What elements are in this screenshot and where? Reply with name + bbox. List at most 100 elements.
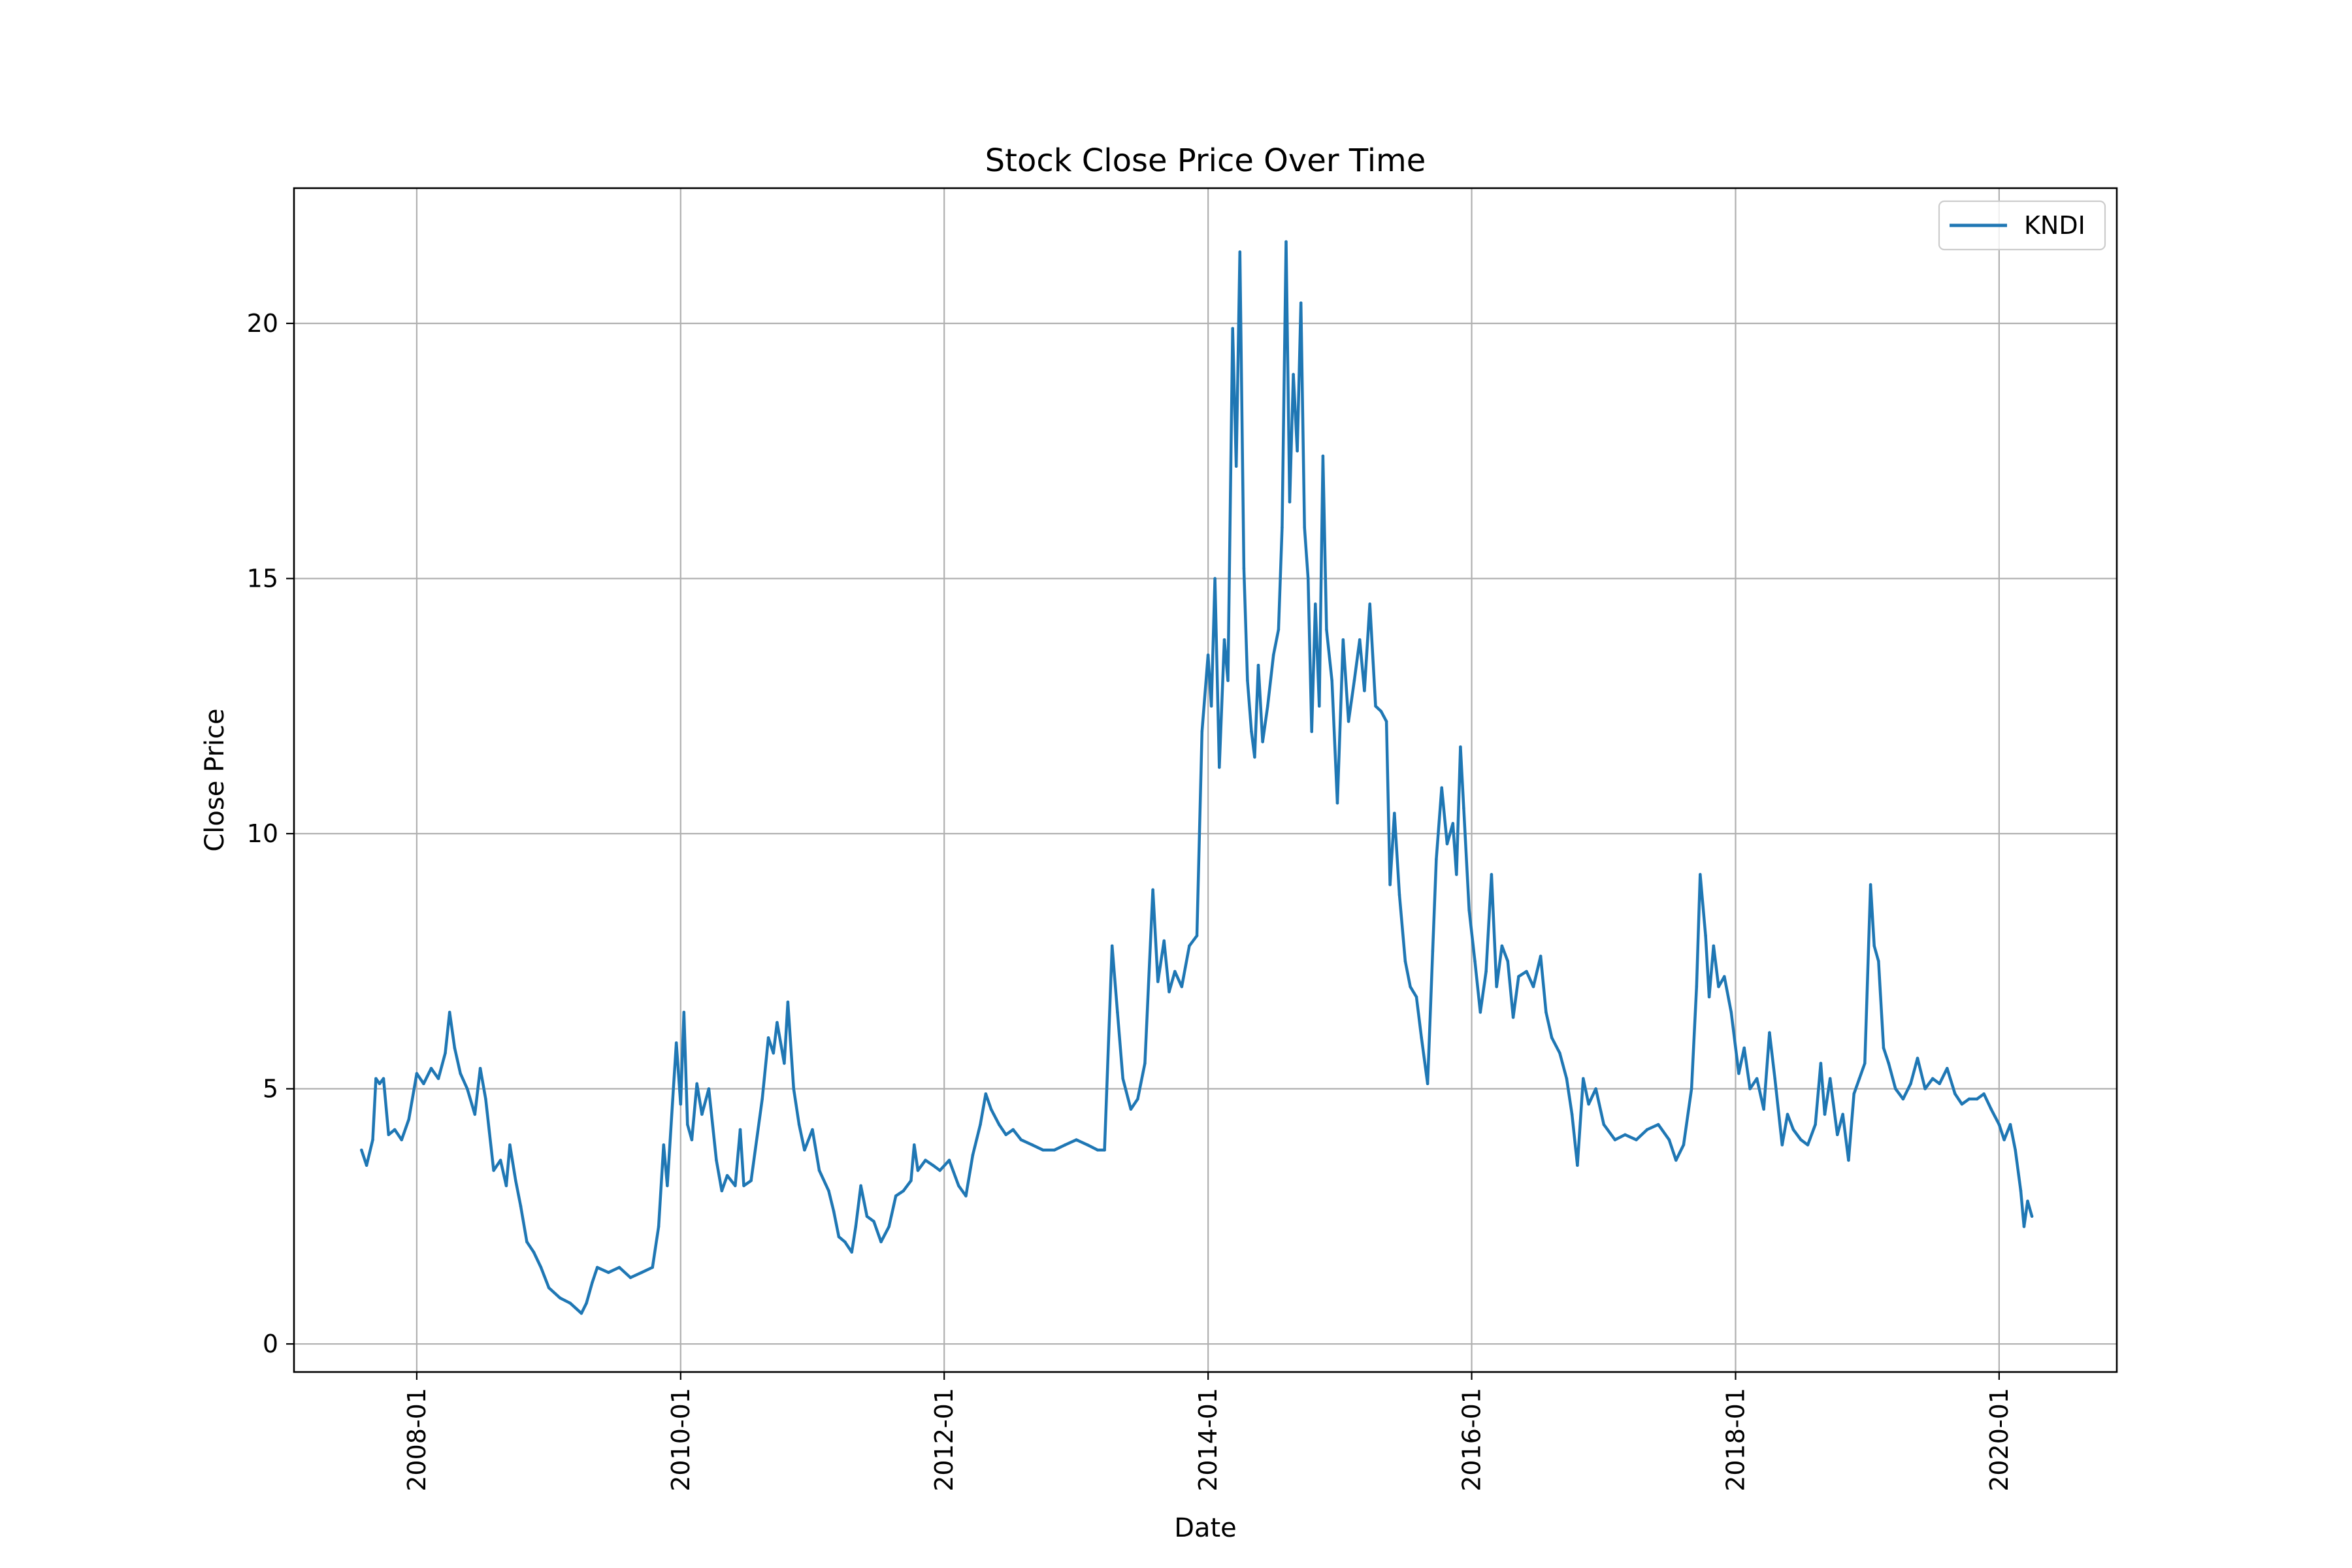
data-point — [1234, 465, 1238, 468]
data-point — [1841, 1113, 1844, 1116]
data-point — [1440, 786, 1443, 789]
data-point — [1570, 1113, 1574, 1116]
data-point — [1173, 970, 1177, 973]
data-point — [1347, 719, 1350, 723]
data-point — [1110, 944, 1114, 948]
data-point — [1426, 1082, 1429, 1085]
data-point — [1218, 766, 1221, 769]
data-point — [1451, 822, 1455, 825]
data-point — [832, 1209, 836, 1213]
data-point — [1086, 1143, 1089, 1147]
data-point — [1997, 1122, 2001, 1126]
data-point — [1435, 857, 1438, 861]
data-point — [1363, 689, 1366, 693]
data-point — [1156, 980, 1160, 983]
data-point — [1473, 960, 1477, 963]
data-point — [2014, 1149, 2017, 1152]
data-point — [674, 1041, 678, 1045]
data-point — [1242, 566, 1246, 570]
data-point — [640, 1271, 644, 1274]
data-point — [1525, 970, 1528, 973]
data-point — [1310, 730, 1313, 734]
data-point — [1667, 1138, 1671, 1141]
data-point — [525, 1240, 529, 1244]
data-point — [1431, 949, 1435, 953]
data-point — [1292, 372, 1295, 376]
data-point — [422, 1082, 425, 1085]
data-point — [1699, 873, 1702, 876]
data-point — [749, 1179, 753, 1183]
data-point — [1704, 934, 1707, 938]
data-point — [1645, 1128, 1649, 1132]
data-point — [1517, 975, 1520, 978]
data-point — [738, 1128, 742, 1132]
data-point — [1762, 1107, 1765, 1111]
data-point — [393, 1128, 397, 1132]
data-point — [1656, 1122, 1660, 1126]
data-point — [843, 1240, 847, 1244]
data-point — [1321, 454, 1325, 458]
data-point — [1882, 1046, 1886, 1050]
data-point — [580, 1311, 583, 1315]
data-point — [817, 1169, 821, 1172]
data-point — [1872, 944, 1876, 948]
y-tick-label: 20 — [247, 309, 278, 338]
data-point — [679, 1102, 683, 1106]
data-point — [1011, 1128, 1015, 1132]
data-point — [1462, 806, 1465, 810]
data-point — [2019, 1189, 2023, 1192]
data-point — [1231, 327, 1234, 331]
data-point — [984, 1092, 988, 1096]
data-point — [1388, 883, 1392, 887]
data-point — [850, 1250, 853, 1254]
data-point — [1168, 990, 1171, 994]
data-point — [504, 1184, 508, 1188]
x-tick-label: 2018-01 — [1721, 1388, 1750, 1492]
data-point — [1550, 1036, 1554, 1039]
data-point — [1484, 970, 1488, 973]
data-point — [1256, 664, 1260, 667]
data-point — [1717, 985, 1720, 988]
data-point — [400, 1138, 403, 1141]
data-lines — [360, 240, 2034, 1315]
data-point — [444, 1051, 447, 1055]
data-point — [1582, 1077, 1585, 1081]
data-point — [1587, 1102, 1590, 1106]
data-point — [1712, 944, 1716, 948]
data-point — [1136, 1097, 1139, 1101]
data-point — [837, 1235, 841, 1239]
data-point — [1409, 985, 1412, 988]
data-point — [514, 1179, 517, 1183]
data-point — [387, 1133, 391, 1137]
data-point — [1729, 1011, 1733, 1014]
data-point — [1288, 500, 1292, 504]
data-point — [1806, 1143, 1810, 1147]
data-point — [792, 1087, 796, 1090]
data-point — [1967, 1097, 1971, 1101]
data-point — [1393, 811, 1396, 815]
data-point — [498, 1158, 502, 1162]
grid-lines — [294, 188, 2117, 1372]
data-point — [682, 1011, 686, 1014]
data-point — [1613, 1138, 1617, 1141]
x-tick-label: 2008-01 — [402, 1388, 431, 1492]
data-point — [1188, 944, 1191, 948]
data-point — [2008, 1122, 2012, 1126]
data-point — [902, 1189, 906, 1192]
data-point — [1478, 1011, 1482, 1014]
data-point — [1852, 1092, 1855, 1096]
data-point — [1325, 628, 1328, 631]
data-point — [651, 1266, 654, 1269]
data-point — [1213, 577, 1217, 580]
data-point — [1296, 449, 1299, 453]
data-point — [1923, 1087, 1927, 1090]
data-point — [1748, 1087, 1752, 1090]
data-point — [519, 1204, 523, 1208]
data-point — [1103, 1149, 1106, 1152]
data-point — [916, 1169, 920, 1172]
data-point — [913, 1143, 916, 1147]
y-tick-label: 0 — [263, 1330, 278, 1358]
data-point — [671, 1097, 674, 1101]
data-point — [1737, 1071, 1740, 1075]
data-point — [803, 1149, 806, 1152]
